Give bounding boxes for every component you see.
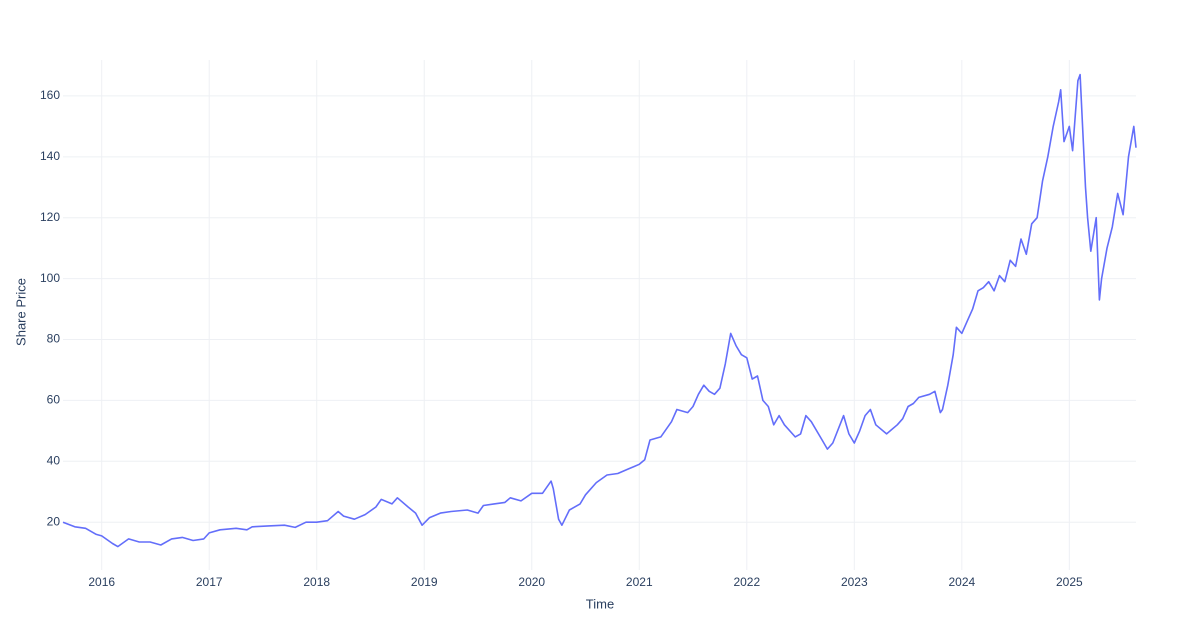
y-tick-label: 100: [40, 271, 60, 285]
y-tick-label: 140: [40, 149, 60, 163]
y-tick-label: 160: [40, 88, 60, 102]
x-tick-label: 2024: [948, 575, 975, 589]
x-tick-label: 2023: [841, 575, 868, 589]
x-tick-label: 2016: [88, 575, 115, 589]
y-axis-title: Share Price: [13, 278, 28, 346]
x-tick-label: 2018: [303, 575, 330, 589]
y-tick-label: 40: [47, 453, 61, 467]
x-tick-label: 2019: [411, 575, 438, 589]
x-tick-label: 2017: [196, 575, 223, 589]
y-tick-label: 80: [47, 332, 61, 346]
price-line: [62, 73, 1137, 548]
y-tick-label: 20: [47, 514, 61, 528]
y-tick-label: 60: [47, 393, 61, 407]
x-tick-label: 2021: [626, 575, 653, 589]
y-tick-label: 120: [40, 210, 60, 224]
x-axis-title: Time: [586, 596, 614, 611]
x-tick-label: 2025: [1056, 575, 1083, 589]
x-tick-label: 2020: [518, 575, 545, 589]
x-tick-label: 2022: [733, 575, 760, 589]
